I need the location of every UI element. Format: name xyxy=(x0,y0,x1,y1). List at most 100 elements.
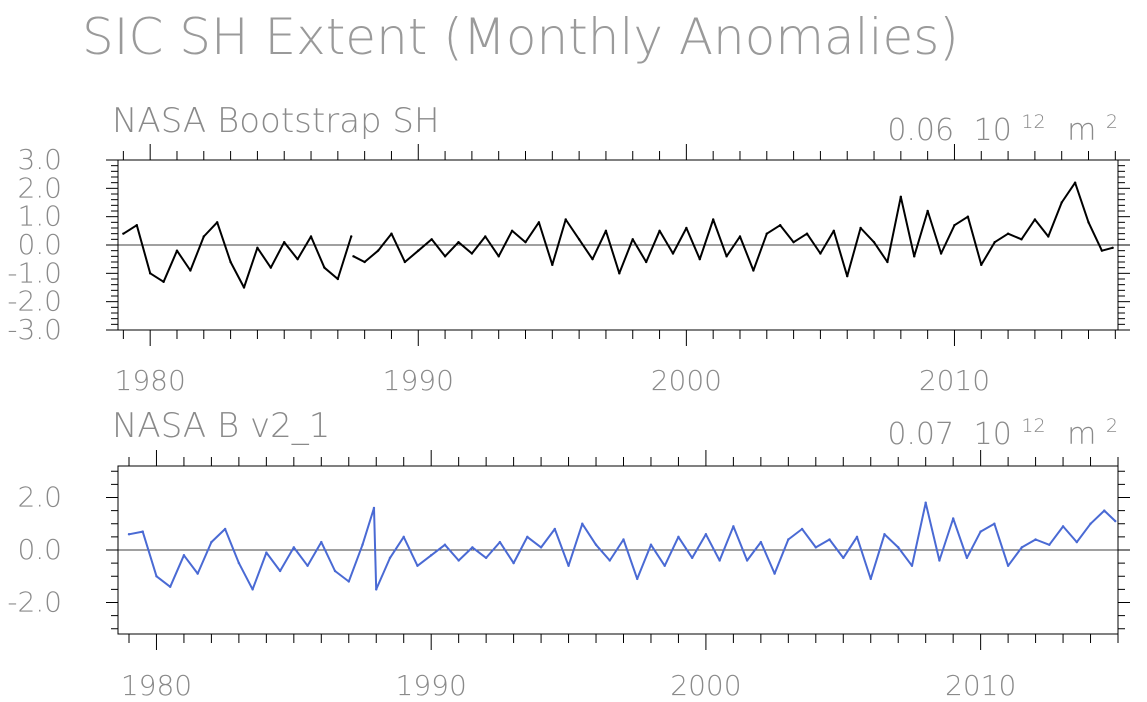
data-point xyxy=(202,235,205,238)
data-point xyxy=(497,255,500,258)
x-tick-label: 2000 xyxy=(651,364,722,397)
data-point xyxy=(800,527,804,531)
stat-exponent: 12 xyxy=(1021,415,1045,437)
data-point xyxy=(470,252,474,255)
data-point xyxy=(430,238,433,241)
data-point xyxy=(537,221,541,224)
data-point xyxy=(278,569,282,573)
data-point xyxy=(846,274,849,278)
data-point xyxy=(953,223,956,227)
data-point xyxy=(1087,221,1090,224)
panel-title: NASA B v2_1 xyxy=(112,406,330,446)
data-point xyxy=(443,255,447,258)
data-point xyxy=(778,223,782,227)
data-point xyxy=(677,535,680,539)
data-point xyxy=(899,195,903,199)
data-point xyxy=(636,577,639,581)
y-tick-label: -2.0 xyxy=(7,285,62,318)
x-tick-label: 1990 xyxy=(383,364,454,397)
data-point xyxy=(135,223,138,227)
data-point xyxy=(352,255,355,258)
data-point xyxy=(296,257,299,261)
data-point xyxy=(913,255,916,258)
data-point xyxy=(168,585,172,588)
panel-stat: 0.07 10 12 m 2 xyxy=(887,405,1118,452)
data-point xyxy=(1006,232,1010,235)
data-point xyxy=(618,272,621,275)
data-point xyxy=(350,235,353,238)
stat-exponent: 12 xyxy=(1021,111,1045,133)
data-point xyxy=(375,588,378,591)
data-point xyxy=(498,540,502,544)
data-point xyxy=(210,540,213,544)
plot-area: 1980 1990 2000 2010 2.0 0.0 -2.0 xyxy=(7,450,1130,702)
data-point xyxy=(604,229,608,233)
data-point xyxy=(283,240,286,244)
data-point xyxy=(361,543,364,546)
series-line xyxy=(122,181,1113,289)
data-point xyxy=(162,280,165,284)
data-point xyxy=(223,527,227,531)
data-point xyxy=(155,575,158,578)
data-point xyxy=(663,564,666,567)
data-point xyxy=(148,272,152,275)
data-point xyxy=(363,260,366,264)
y-tick-label: 0.0 xyxy=(17,533,62,566)
data-point xyxy=(819,252,822,255)
data-point xyxy=(443,543,447,546)
data-point xyxy=(484,235,487,238)
data-point xyxy=(141,530,144,533)
y-tick-label: 0.0 xyxy=(17,228,62,261)
data-point xyxy=(390,232,393,235)
data-point xyxy=(1089,522,1092,525)
data-point xyxy=(320,540,323,544)
data-point xyxy=(765,232,768,235)
data-point xyxy=(539,546,543,549)
data-point xyxy=(966,215,970,218)
x-tick-label: 1990 xyxy=(396,669,467,702)
data-point xyxy=(581,522,584,525)
data-point xyxy=(671,252,675,255)
y-tick-label: 1.0 xyxy=(17,200,62,233)
data-point xyxy=(787,538,790,541)
data-point xyxy=(897,546,900,549)
data-point xyxy=(1073,181,1077,184)
stat-unit: m xyxy=(1067,113,1096,148)
data-point xyxy=(347,580,350,583)
data-point xyxy=(471,546,474,549)
data-point xyxy=(859,226,862,230)
data-point xyxy=(951,517,955,520)
data-point xyxy=(122,232,125,235)
y-tick-label: -2.0 xyxy=(7,586,62,619)
data-point xyxy=(229,260,232,264)
y-tick-label: 3.0 xyxy=(17,143,62,176)
stat-value: 0.06 xyxy=(887,113,954,148)
data-point xyxy=(685,226,688,230)
y-tick-label: -3.0 xyxy=(7,313,62,346)
data-point xyxy=(883,533,886,536)
data-point xyxy=(773,572,776,575)
plot-area: 1980 1990 2000 2010 3.02.01.00.0-1.0-2.0-3.0 xyxy=(7,143,1130,397)
data-point xyxy=(256,246,259,250)
data-point xyxy=(711,218,715,221)
data-point xyxy=(1075,540,1078,544)
x-tick-label: 2010 xyxy=(945,669,1016,702)
data-point xyxy=(594,543,598,546)
data-point xyxy=(965,556,969,560)
data-point xyxy=(1061,525,1065,528)
stat-unit-exponent: 2 xyxy=(1106,415,1118,437)
data-point xyxy=(926,209,929,213)
data-point xyxy=(622,538,625,541)
data-point xyxy=(738,235,742,238)
data-point xyxy=(524,240,527,244)
data-point xyxy=(403,260,407,264)
panel-title: NASA Bootstrap SH xyxy=(112,101,440,141)
data-point xyxy=(759,540,763,544)
data-point xyxy=(658,229,661,233)
data-point xyxy=(265,551,268,554)
stat-base: 10 xyxy=(974,417,1012,452)
data-point xyxy=(526,535,529,539)
data-point xyxy=(644,260,648,264)
panel-nasa-b-v2-1: NASA B v2_1 0.07 10 12 m 2 1980 1990 2000 2… xyxy=(7,405,1130,702)
